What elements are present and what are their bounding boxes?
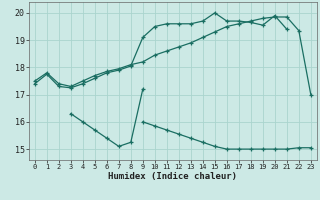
X-axis label: Humidex (Indice chaleur): Humidex (Indice chaleur) xyxy=(108,172,237,181)
